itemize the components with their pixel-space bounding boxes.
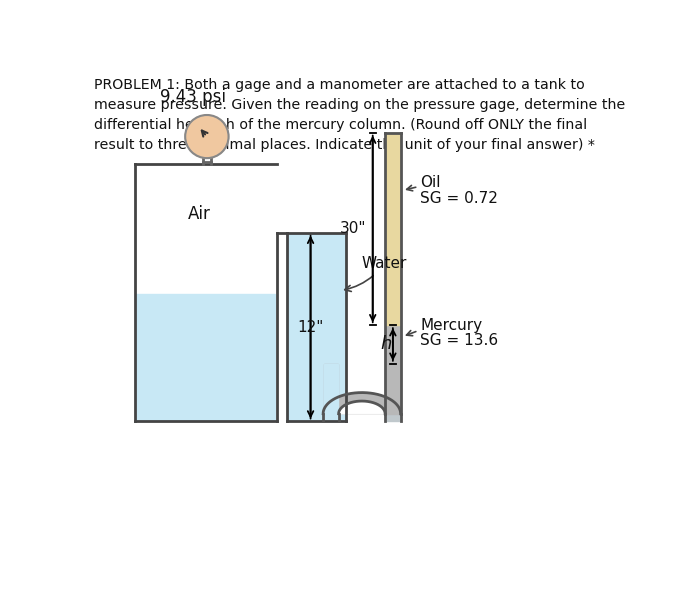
Circle shape <box>185 115 228 158</box>
Text: PROBLEM 1: Both a gage and a manometer are attached to a tank to
measure pressur: PROBLEM 1: Both a gage and a manometer a… <box>94 78 626 152</box>
Text: h: h <box>380 335 391 353</box>
Bar <box>136 164 275 295</box>
Text: 12": 12" <box>298 320 324 335</box>
Bar <box>136 295 275 420</box>
Bar <box>288 234 345 420</box>
Bar <box>386 325 400 414</box>
Text: 9.43 psi: 9.43 psi <box>160 88 226 106</box>
Text: Air: Air <box>187 205 210 223</box>
Text: Mercury: Mercury <box>420 317 482 332</box>
Polygon shape <box>323 392 400 414</box>
Polygon shape <box>323 392 400 414</box>
Text: SG = 0.72: SG = 0.72 <box>420 190 498 205</box>
Text: SG = 13.6: SG = 13.6 <box>420 333 498 348</box>
Bar <box>386 133 400 325</box>
Text: Oil: Oil <box>420 176 441 190</box>
Bar <box>385 414 400 422</box>
Text: 30": 30" <box>340 222 366 237</box>
Bar <box>323 414 339 422</box>
Bar <box>324 364 338 414</box>
Text: Water: Water <box>345 256 407 292</box>
Bar <box>324 364 338 422</box>
Polygon shape <box>339 401 385 414</box>
